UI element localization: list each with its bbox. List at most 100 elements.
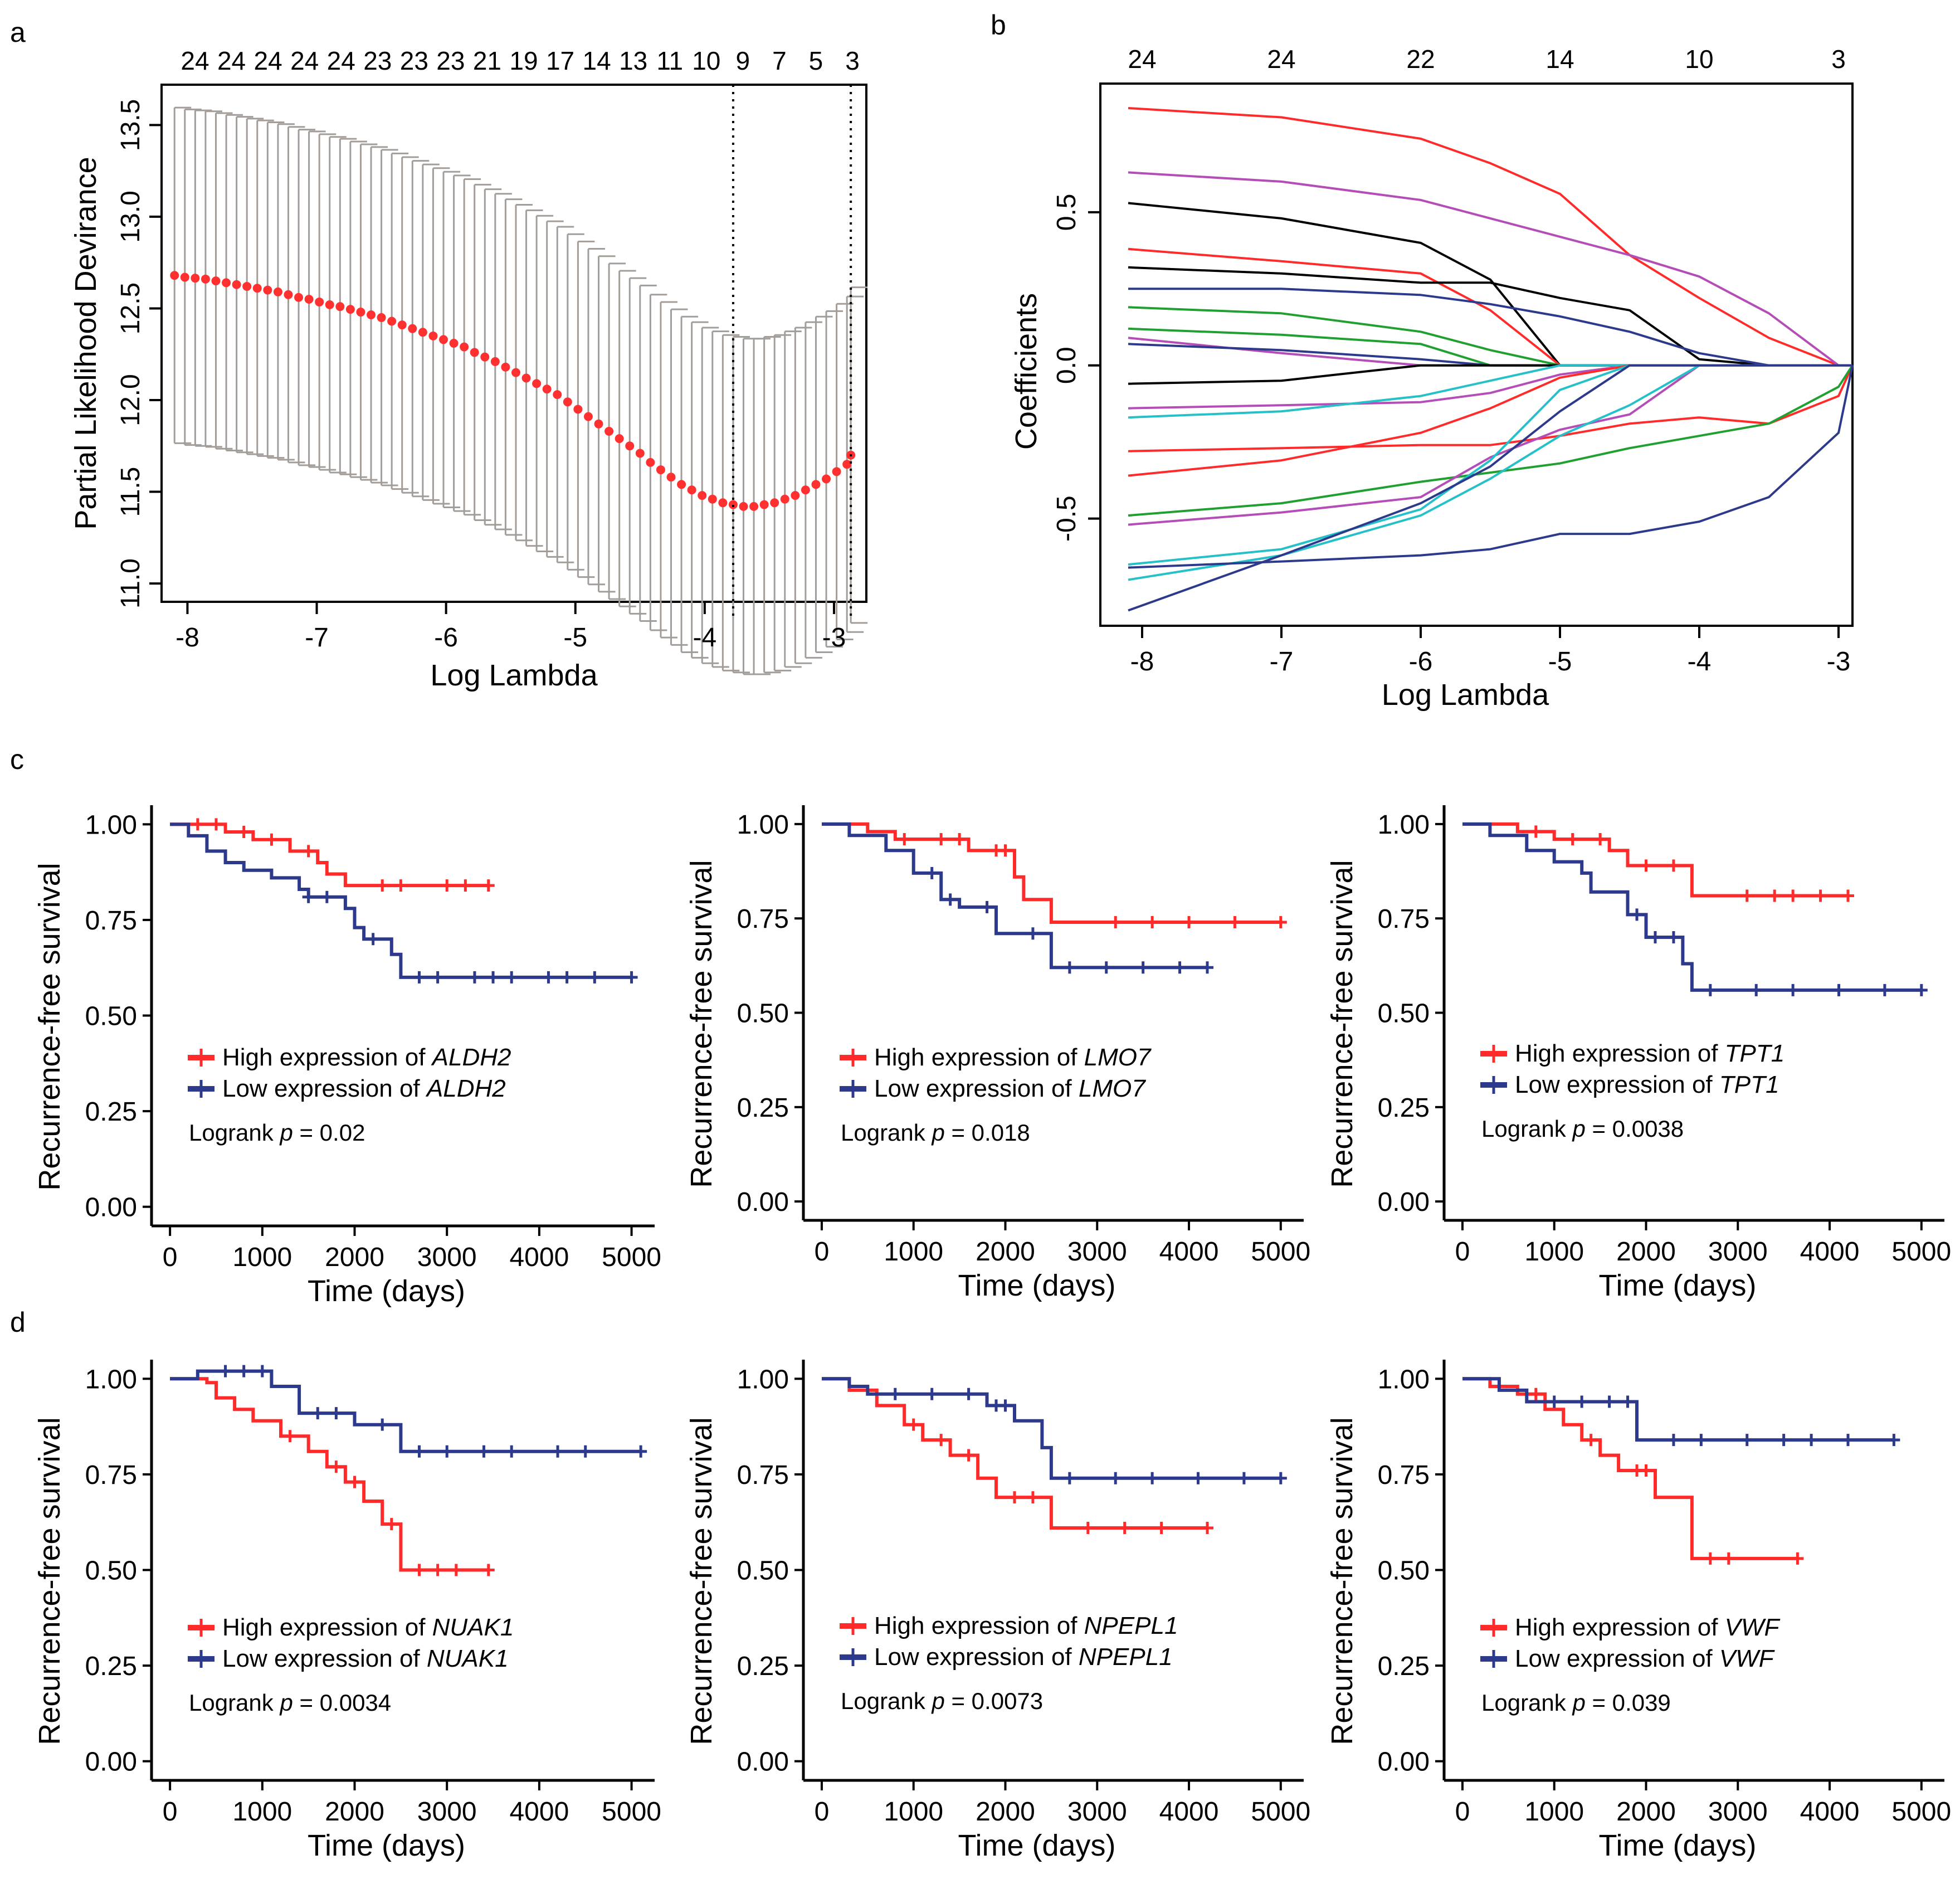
legend-label-low: Low expression of VWF: [1515, 1645, 1775, 1672]
y-tick-label: 0.75: [1378, 1461, 1430, 1490]
legend-label-low: Low expression of ALDH2: [222, 1075, 506, 1102]
deviance-point: [397, 320, 407, 330]
censor-mark: [579, 1445, 592, 1458]
censor-mark: [1146, 1472, 1159, 1484]
censor-mark: [450, 1564, 462, 1576]
deviance-point: [356, 308, 365, 317]
deviance-point: [273, 287, 282, 296]
deviance-point: [428, 331, 438, 340]
censor-mark: [1704, 984, 1717, 996]
legend-prefix: Low expression of: [222, 1645, 427, 1672]
coefficient-path-gene7: [1128, 306, 1852, 367]
logrank-prefix: Logrank: [841, 1119, 932, 1146]
deviance-point: [439, 335, 448, 344]
x-tick-label: -3: [1827, 647, 1851, 676]
top-count-label: 24: [254, 46, 282, 75]
censor-mark: [542, 971, 555, 984]
x-axis-title: Time (days): [1598, 1829, 1756, 1862]
deviance-point: [615, 434, 624, 444]
censor-mark: [1063, 1472, 1076, 1484]
censor-mark: [1631, 908, 1644, 921]
x-tick-label: -7: [305, 623, 329, 653]
legend-prefix: Low expression of: [874, 1075, 1079, 1102]
censor-mark: [1915, 984, 1928, 996]
x-tick-label: 3000: [417, 1797, 477, 1827]
censor-mark: [1667, 1434, 1680, 1447]
censor-mark: [1640, 859, 1652, 872]
logrank-prefix: Logrank: [1481, 1116, 1572, 1142]
censor-mark: [256, 1365, 269, 1377]
x-tick-label: 4000: [509, 1243, 569, 1272]
censor-mark: [284, 1430, 296, 1443]
censor-mark: [1566, 833, 1579, 845]
panel-c3-km-tpt1: 0 1000 2000 3000 4000 5000 0.00 0.25 0.50 0.75 1.0…: [1325, 805, 1951, 1302]
censor-mark: [625, 971, 638, 984]
top-count-label: 14: [583, 46, 611, 75]
censor-mark: [898, 833, 911, 845]
deviance-point: [191, 274, 200, 283]
x-tick-label: 1000: [232, 1243, 292, 1272]
legend-label-low: Low expression of TPT1: [1515, 1071, 1779, 1098]
censor-mark: [1649, 931, 1661, 944]
censor-mark: [413, 1564, 426, 1576]
censor-mark: [552, 1445, 564, 1458]
x-tick-label: -5: [1548, 647, 1572, 676]
x-tick-label: 3000: [1067, 1237, 1127, 1267]
top-count-label: 22: [1406, 45, 1435, 74]
deviance-point: [542, 384, 552, 394]
deviance-point: [801, 485, 810, 495]
p-value: = 0.02: [293, 1119, 365, 1146]
deviance-point: [759, 500, 769, 509]
logrank-text: Logrank p = 0.02: [189, 1119, 365, 1146]
legend-prefix: High expression of: [1515, 1040, 1725, 1067]
x-tick-label: 2000: [1616, 1237, 1676, 1267]
y-tick-label: 0.50: [85, 1556, 137, 1586]
deviance-point: [501, 362, 510, 372]
censor-mark: [1841, 889, 1854, 902]
censor-mark: [962, 1449, 975, 1462]
legend-prefix: Low expression of: [1515, 1645, 1719, 1672]
censor-mark: [1081, 1522, 1094, 1534]
x-tick-label: 1000: [1524, 1797, 1584, 1827]
legend-gene-name: NPEPL1: [1084, 1612, 1178, 1639]
censor-mark: [320, 890, 333, 903]
censor-mark: [1008, 1491, 1021, 1504]
deviance-point: [180, 272, 189, 282]
deviance-point: [367, 310, 376, 319]
deviance-point: [842, 460, 852, 469]
deviance-point: [211, 276, 221, 286]
censor-mark: [1576, 1395, 1588, 1408]
y-tick-label: 12.0: [116, 374, 145, 426]
y-tick-label: 0.75: [1378, 904, 1430, 934]
top-count-label: 24: [290, 46, 319, 75]
top-count-label: 23: [400, 46, 428, 75]
x-tick-label: 5000: [1251, 1797, 1310, 1827]
deviance-point: [666, 473, 676, 482]
x-tick-label: 3000: [1067, 1797, 1127, 1827]
y-tick-label: 0.00: [1378, 1187, 1430, 1217]
censor-mark: [935, 833, 948, 845]
censor-mark: [1173, 961, 1186, 974]
x-tick-label: 2000: [976, 1237, 1035, 1267]
legend-gene-name: VWF: [1719, 1645, 1775, 1672]
deviance-point: [284, 290, 293, 299]
censor-mark: [1667, 859, 1680, 872]
top-count-label: 23: [363, 46, 392, 75]
deviance-point: [490, 357, 500, 366]
censor-mark: [889, 1388, 901, 1400]
y-tick-label: 1.00: [1378, 810, 1430, 840]
top-count-label: 19: [509, 46, 538, 75]
deviance-point: [511, 368, 520, 377]
deviance-point: [635, 449, 645, 458]
panel-a-cv-deviance-chart: -8 -7 -6 -5 -4 -3 11.0 11.5 12.0 12.5 13.0 13.5 24 24…: [69, 46, 868, 692]
legend-gene-name: NPEPL1: [1079, 1643, 1173, 1671]
legend-gene-name: NUAK1: [427, 1645, 509, 1672]
x-tick-label: -4: [1688, 647, 1712, 676]
censor-mark: [330, 1461, 343, 1473]
deviance-point: [583, 412, 593, 421]
y-tick-label: 0.75: [85, 906, 137, 936]
x-tick-label: 0: [815, 1237, 830, 1267]
coefficient-path-gene1: [1128, 107, 1852, 367]
survival-curve-high: [822, 822, 1281, 924]
y-tick-label: 12.5: [116, 283, 145, 334]
